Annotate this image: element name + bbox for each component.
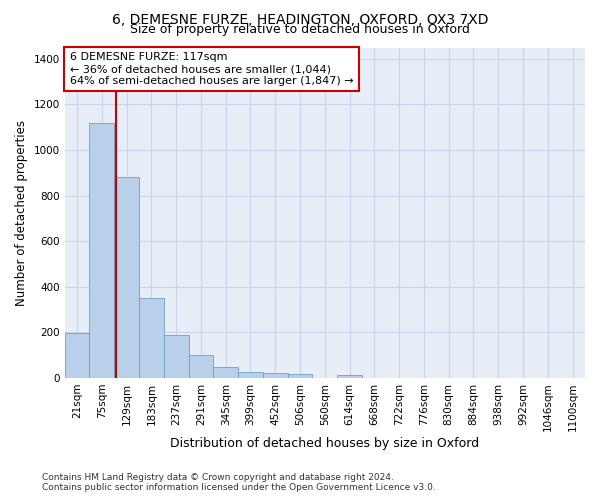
Text: Size of property relative to detached houses in Oxford: Size of property relative to detached ho… (130, 22, 470, 36)
Bar (164, 334, 188, 378)
Bar (139, 298, 164, 378)
Bar (188, 355, 214, 378)
Bar (337, 374, 362, 378)
Bar (287, 374, 313, 378)
Y-axis label: Number of detached properties: Number of detached properties (15, 120, 28, 306)
Bar (214, 366, 238, 378)
Bar (114, 178, 139, 378)
Bar (89, 122, 114, 378)
X-axis label: Distribution of detached houses by size in Oxford: Distribution of detached houses by size … (170, 437, 479, 450)
Text: Contains HM Land Registry data © Crown copyright and database right 2024.
Contai: Contains HM Land Registry data © Crown c… (42, 473, 436, 492)
Text: 6 DEMESNE FURZE: 117sqm
← 36% of detached houses are smaller (1,044)
64% of semi: 6 DEMESNE FURZE: 117sqm ← 36% of detache… (70, 52, 353, 86)
Bar (65, 334, 89, 378)
Bar (263, 374, 287, 378)
Bar (238, 372, 263, 378)
Text: 6, DEMESNE FURZE, HEADINGTON, OXFORD, OX3 7XD: 6, DEMESNE FURZE, HEADINGTON, OXFORD, OX… (112, 12, 488, 26)
